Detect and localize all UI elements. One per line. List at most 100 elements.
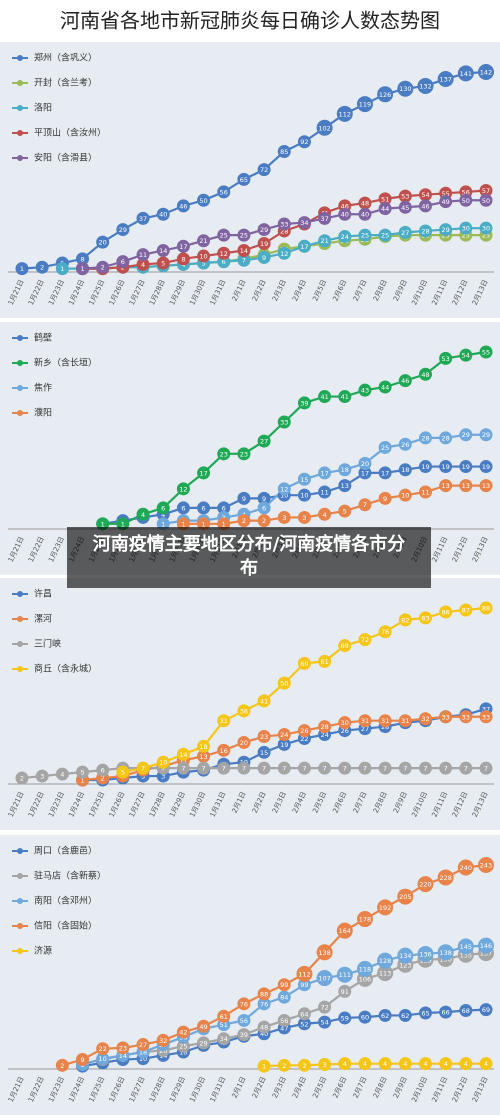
data-label: 68 bbox=[462, 1007, 470, 1015]
point bbox=[237, 1028, 251, 1042]
point bbox=[318, 507, 332, 521]
point bbox=[459, 710, 473, 724]
data-label: 138 bbox=[439, 949, 451, 957]
data-label: 29 bbox=[482, 431, 490, 439]
point bbox=[297, 724, 311, 738]
data-label: 1 bbox=[161, 520, 165, 528]
legend-label: 驻马店（含新蔡） bbox=[34, 870, 106, 882]
point bbox=[378, 202, 392, 216]
data-label: 41 bbox=[320, 393, 328, 401]
point bbox=[116, 255, 130, 269]
data-label: 6 bbox=[181, 504, 185, 512]
data-label: 18 bbox=[199, 743, 207, 751]
data-label: 23 bbox=[240, 450, 248, 458]
point bbox=[156, 501, 170, 515]
data-label: 14 bbox=[179, 751, 187, 759]
point bbox=[378, 466, 392, 480]
point bbox=[479, 761, 493, 775]
data-label: 1 bbox=[20, 265, 24, 273]
point bbox=[176, 1039, 190, 1053]
legend-marker bbox=[17, 360, 23, 366]
data-label: 56 bbox=[462, 188, 470, 196]
point bbox=[176, 199, 190, 213]
data-label: 76 bbox=[240, 1000, 248, 1008]
point bbox=[439, 195, 453, 209]
data-label: 4 bbox=[444, 1060, 448, 1068]
point bbox=[217, 714, 231, 728]
point bbox=[237, 172, 251, 186]
point bbox=[237, 704, 251, 718]
data-label: 7 bbox=[302, 765, 306, 773]
point bbox=[398, 200, 412, 214]
legend-marker bbox=[17, 873, 23, 879]
data-label: 2 bbox=[101, 775, 105, 783]
data-label: 72 bbox=[320, 1004, 328, 1012]
point bbox=[297, 488, 311, 502]
legend-marker bbox=[17, 335, 23, 341]
data-label: 54 bbox=[320, 1019, 328, 1027]
point bbox=[398, 714, 412, 728]
point bbox=[237, 253, 251, 267]
data-label: 3 bbox=[161, 773, 165, 781]
data-label: 84 bbox=[280, 994, 288, 1002]
point bbox=[35, 260, 49, 274]
data-label: 9 bbox=[80, 1056, 84, 1064]
data-label: 107 bbox=[318, 975, 330, 983]
point bbox=[297, 656, 311, 670]
point bbox=[417, 77, 434, 94]
point bbox=[55, 767, 69, 781]
data-label: 72 bbox=[361, 636, 369, 644]
data-label: 40 bbox=[159, 211, 167, 219]
data-label: 164 bbox=[339, 927, 351, 935]
point bbox=[418, 367, 432, 381]
point bbox=[398, 613, 412, 627]
data-label: 23 bbox=[119, 1044, 127, 1052]
point bbox=[217, 743, 231, 757]
data-label: 146 bbox=[480, 942, 492, 950]
point bbox=[297, 216, 311, 230]
data-label: 60 bbox=[300, 660, 308, 668]
data-label: 32 bbox=[159, 1037, 167, 1045]
point bbox=[459, 348, 473, 362]
point bbox=[176, 747, 190, 761]
data-label: 69 bbox=[341, 642, 349, 650]
data-label: 5 bbox=[161, 260, 165, 268]
data-label: 31 bbox=[361, 717, 369, 725]
data-label: 29 bbox=[442, 226, 450, 234]
point bbox=[479, 479, 493, 493]
data-label: 61 bbox=[320, 658, 328, 666]
point bbox=[437, 944, 454, 961]
data-label: 40 bbox=[361, 211, 369, 219]
point bbox=[358, 196, 372, 210]
legend-label: 许昌 bbox=[34, 588, 52, 600]
data-label: 2 bbox=[20, 775, 24, 783]
point bbox=[398, 1057, 412, 1071]
point bbox=[418, 1006, 432, 1020]
data-label: 37 bbox=[482, 705, 490, 713]
data-label: 56 bbox=[240, 1017, 248, 1025]
point bbox=[439, 710, 453, 724]
data-label: 10 bbox=[401, 492, 409, 500]
data-label: 2 bbox=[282, 1062, 286, 1070]
data-label: 25 bbox=[482, 232, 490, 240]
data-label: 18 bbox=[401, 466, 409, 474]
point bbox=[316, 970, 333, 987]
point bbox=[358, 466, 372, 480]
legend-label: 新乡（含长垣） bbox=[34, 357, 97, 369]
point bbox=[257, 237, 271, 251]
point bbox=[277, 510, 291, 524]
point bbox=[257, 501, 271, 515]
data-label: 20 bbox=[361, 460, 369, 468]
data-label: 87 bbox=[462, 606, 470, 614]
data-label: 26 bbox=[300, 727, 308, 735]
data-label: 3 bbox=[282, 514, 286, 522]
data-label: 19 bbox=[442, 463, 450, 471]
point bbox=[257, 434, 271, 448]
point bbox=[378, 625, 392, 639]
point bbox=[318, 211, 332, 225]
data-label: 7 bbox=[363, 765, 367, 773]
point bbox=[459, 428, 473, 442]
point bbox=[96, 235, 110, 249]
data-label: 19 bbox=[280, 741, 288, 749]
point bbox=[459, 761, 473, 775]
